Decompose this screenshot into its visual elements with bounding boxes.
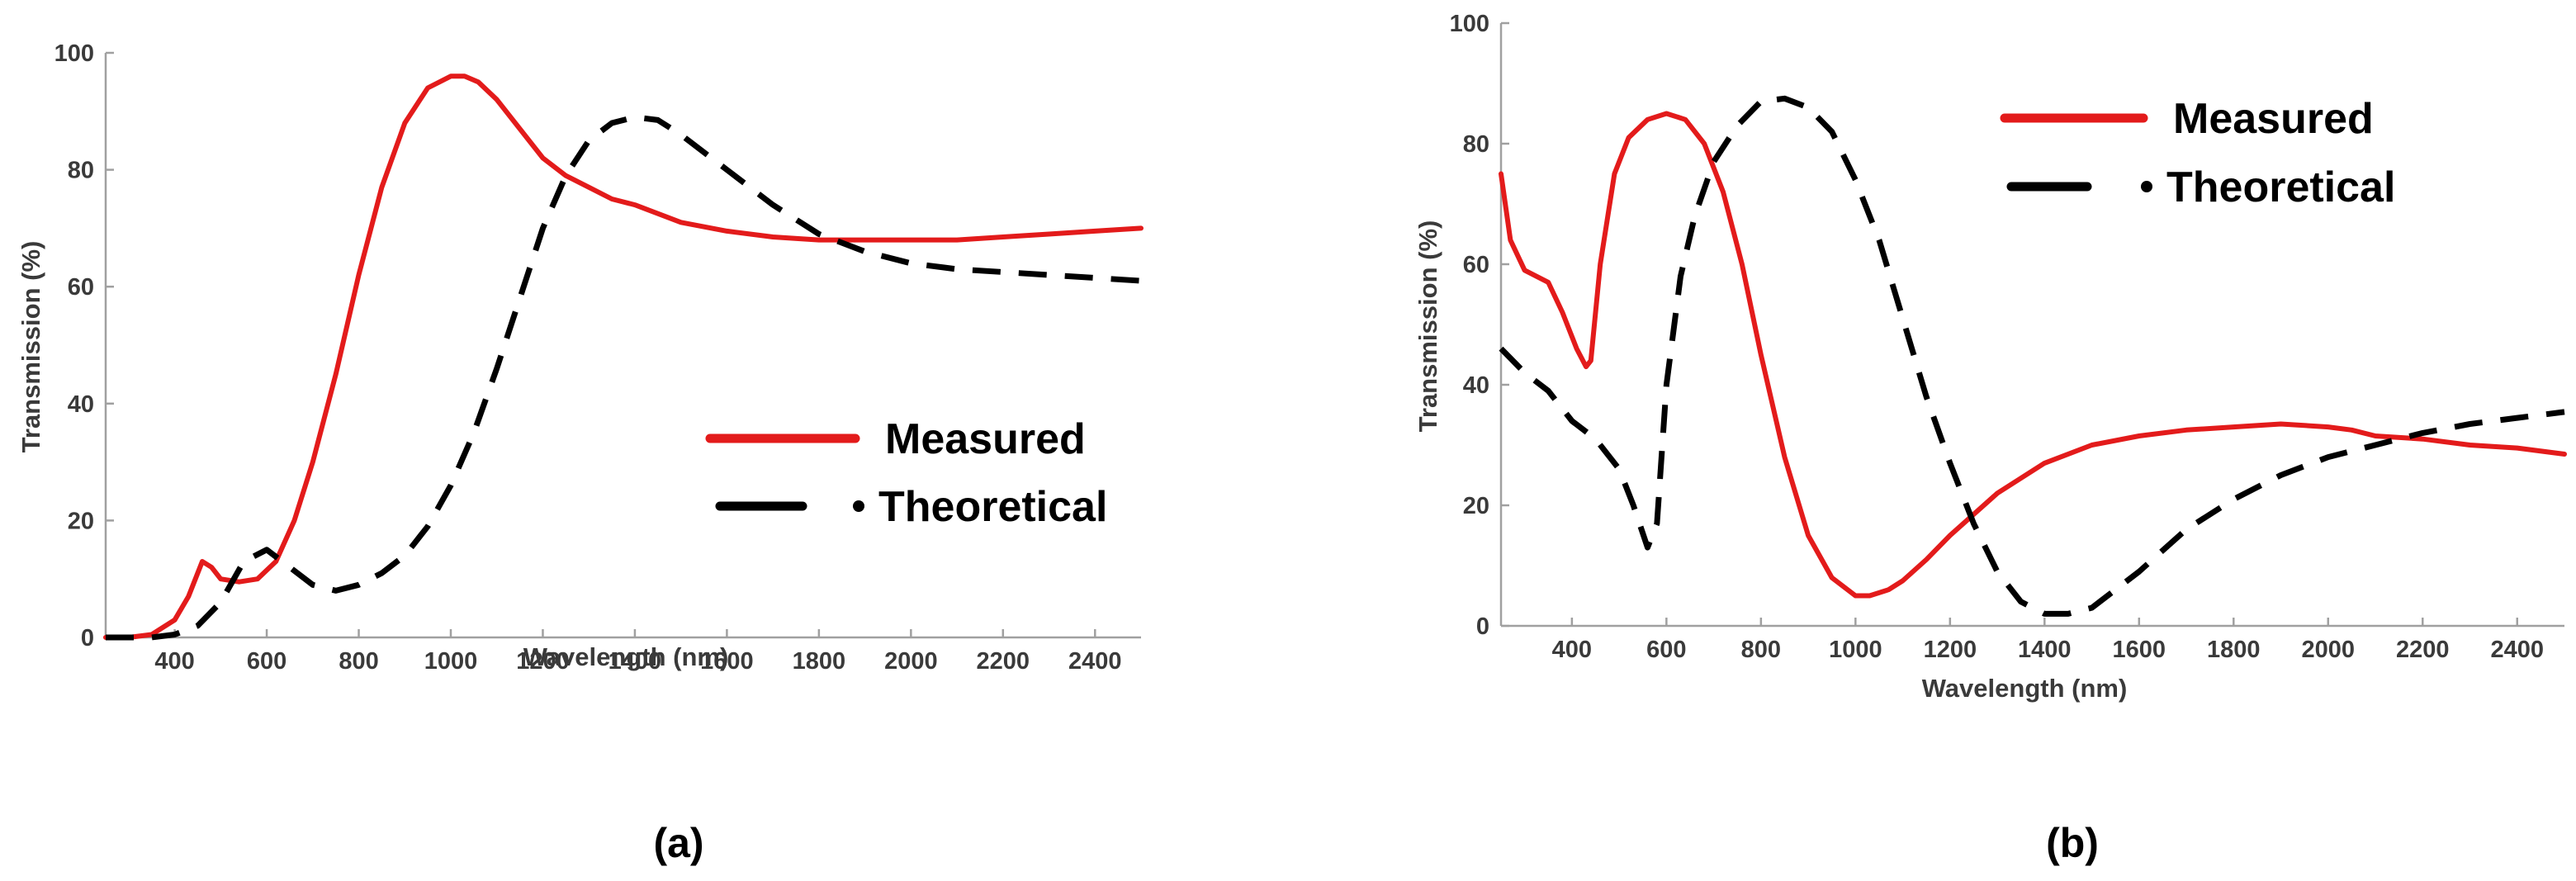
x-tick-label: 600	[247, 648, 286, 675]
series-layer-a	[103, 73, 1144, 641]
x-tick-label: 800	[1741, 637, 1781, 663]
x-axis-ticks-b: 400 600 800 1000 1200 1400 1600 1800 2000 2200 240…	[1552, 618, 2544, 663]
x-tick-label: 1800	[2207, 637, 2261, 663]
y-tick-label: 100	[54, 40, 94, 67]
y-tick-label: 60	[68, 274, 94, 301]
legend-label-measured: Measured	[885, 415, 1086, 463]
axes-a	[104, 53, 1141, 639]
series-line-theoretical	[1499, 95, 2565, 617]
x-tick-label: 2400	[2490, 637, 2544, 663]
y-tick-label: 0	[81, 625, 94, 651]
legend-label-measured: Measured	[2173, 95, 2374, 143]
x-tick-label: 2000	[884, 648, 938, 675]
x-tick-label: 1200	[516, 648, 570, 675]
x-tick-label: 400	[1552, 637, 1592, 663]
legend-a: Measured Theoretical	[705, 415, 1107, 531]
panel-label-b: (b)	[2046, 820, 2099, 866]
legend-swatch-theoretical-dot	[853, 500, 864, 512]
x-tick-label: 1600	[2113, 637, 2166, 663]
x-tick-label: 1200	[1924, 637, 1977, 663]
y-axis-ticks-b: 0 20 40 60 80 100	[1450, 11, 1509, 640]
series-line-measured	[1499, 111, 2567, 599]
x-tick-label: 1000	[1829, 637, 1882, 663]
x-tick-label: 2000	[2302, 637, 2356, 663]
legend-b: Measured Theoretical	[2000, 95, 2395, 211]
y-tick-label: 0	[1476, 613, 1489, 640]
x-tick-label: 800	[339, 648, 378, 675]
y-tick-label: 80	[68, 158, 94, 184]
y-axis-label: Transmission (%)	[1413, 220, 1442, 433]
x-tick-label: 1600	[700, 648, 754, 675]
x-tick-label: 1000	[424, 648, 478, 675]
legend-swatch-theoretical-dot	[2141, 181, 2152, 192]
x-tick-label: 2200	[2396, 637, 2450, 663]
y-axis-label: Transmission (%)	[17, 241, 45, 453]
series-line-theoretical	[106, 114, 1142, 641]
y-tick-label: 20	[1463, 493, 1489, 519]
x-axis-label: Wavelength (nm)	[523, 642, 729, 671]
legend-label-theoretical: Theoretical	[878, 483, 1107, 531]
x-tick-label: 400	[154, 648, 194, 675]
y-tick-label: 40	[68, 391, 94, 418]
x-tick-label: 1800	[793, 648, 846, 675]
x-tick-label: 1400	[2018, 637, 2072, 663]
x-tick-label: 2400	[1068, 648, 1122, 675]
chart-panel-a: 0 20 40 60 80 100 400 600 800 1000 1200 1400 1600 18…	[17, 40, 1144, 866]
series-layer-b	[1499, 95, 2567, 617]
chart-panel-b: 0 20 40 60 80 100 400 600 800 1000 1200 1400 1600 18…	[1413, 11, 2567, 866]
legend-label-theoretical: Theoretical	[2166, 163, 2395, 211]
y-tick-label: 80	[1463, 131, 1489, 158]
x-axis-label: Wavelength (nm)	[1922, 674, 2128, 703]
y-axis-ticks-a: 0 20 40 60 80 100	[54, 40, 114, 651]
x-tick-label: 1400	[608, 648, 662, 675]
panel-label-a: (a)	[653, 820, 703, 866]
y-tick-label: 60	[1463, 252, 1489, 278]
axes-b	[1499, 23, 2564, 628]
y-tick-label: 40	[1463, 372, 1489, 399]
y-tick-label: 100	[1450, 11, 1489, 37]
y-tick-label: 20	[68, 508, 94, 534]
x-tick-label: 2200	[977, 648, 1030, 675]
x-tick-label: 600	[1646, 637, 1686, 663]
